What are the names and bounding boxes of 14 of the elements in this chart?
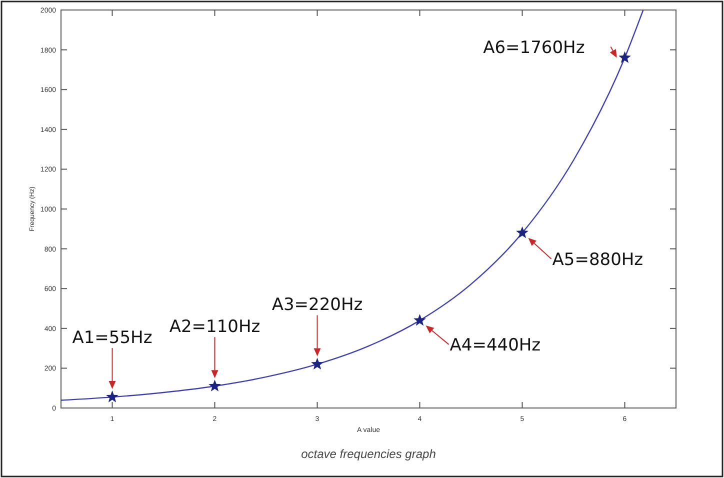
point (208, 380, 221, 392)
point (106, 390, 118, 402)
annotation: A6=1760Hz (483, 38, 585, 58)
text: octave frequencies graph (301, 447, 436, 461)
annotation: A2=110Hz (169, 317, 260, 338)
point (516, 226, 528, 238)
annotation: A4=440Hz (450, 335, 541, 356)
annotation: A3=220Hz (272, 295, 363, 316)
line-series (61, 10, 644, 401)
annotation: A1=55Hz (72, 328, 152, 348)
point (414, 314, 426, 326)
point (311, 358, 324, 370)
annotation: A5=880Hz (552, 250, 644, 270)
point (618, 51, 631, 64)
